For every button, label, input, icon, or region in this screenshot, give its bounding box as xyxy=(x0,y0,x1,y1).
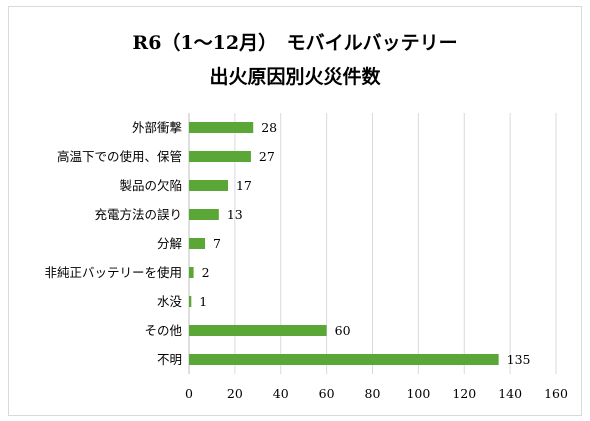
chart-frame xyxy=(8,6,582,416)
x-tick-label: 100 xyxy=(406,386,430,401)
data-label: 1 xyxy=(199,294,207,309)
chart-title-line2: 出火原因別火災件数 xyxy=(209,66,381,88)
category-label: 非純正バッテリーを使用 xyxy=(44,265,182,280)
x-tick-label: 0 xyxy=(185,386,193,401)
data-label: 2 xyxy=(202,265,210,280)
category-label: 水没 xyxy=(157,294,183,309)
category-label: 分解 xyxy=(157,236,182,251)
x-tick-label: 140 xyxy=(498,386,522,401)
bar xyxy=(189,209,219,220)
category-label: 製品の欠陥 xyxy=(119,178,182,193)
bar xyxy=(189,151,251,162)
bar xyxy=(189,354,499,365)
chart-title-line1: R6（1〜12月） モバイルバッテリー xyxy=(132,32,458,54)
category-label: 不明 xyxy=(157,352,182,367)
bar xyxy=(189,325,327,336)
category-label: 外部衝撃 xyxy=(132,120,182,135)
x-tick-label: 40 xyxy=(273,386,289,401)
data-label: 17 xyxy=(236,178,252,193)
x-tick-label: 20 xyxy=(227,386,243,401)
bar xyxy=(189,267,194,278)
data-label: 135 xyxy=(507,352,531,367)
data-label: 60 xyxy=(335,323,351,338)
bar xyxy=(189,296,192,307)
category-label: 高温下での使用、保管 xyxy=(57,149,182,164)
data-label: 7 xyxy=(213,236,221,251)
bar xyxy=(189,180,228,191)
category-label: 充電方法の誤り xyxy=(94,207,182,222)
x-tick-label: 160 xyxy=(544,386,568,401)
data-label: 27 xyxy=(259,149,275,164)
x-tick-label: 60 xyxy=(319,386,335,401)
bar xyxy=(189,238,206,249)
bar xyxy=(189,122,254,133)
category-label: その他 xyxy=(144,323,182,338)
data-label: 13 xyxy=(227,207,243,222)
x-tick-label: 80 xyxy=(365,386,381,401)
x-tick-label: 120 xyxy=(452,386,476,401)
data-label: 28 xyxy=(261,120,277,135)
